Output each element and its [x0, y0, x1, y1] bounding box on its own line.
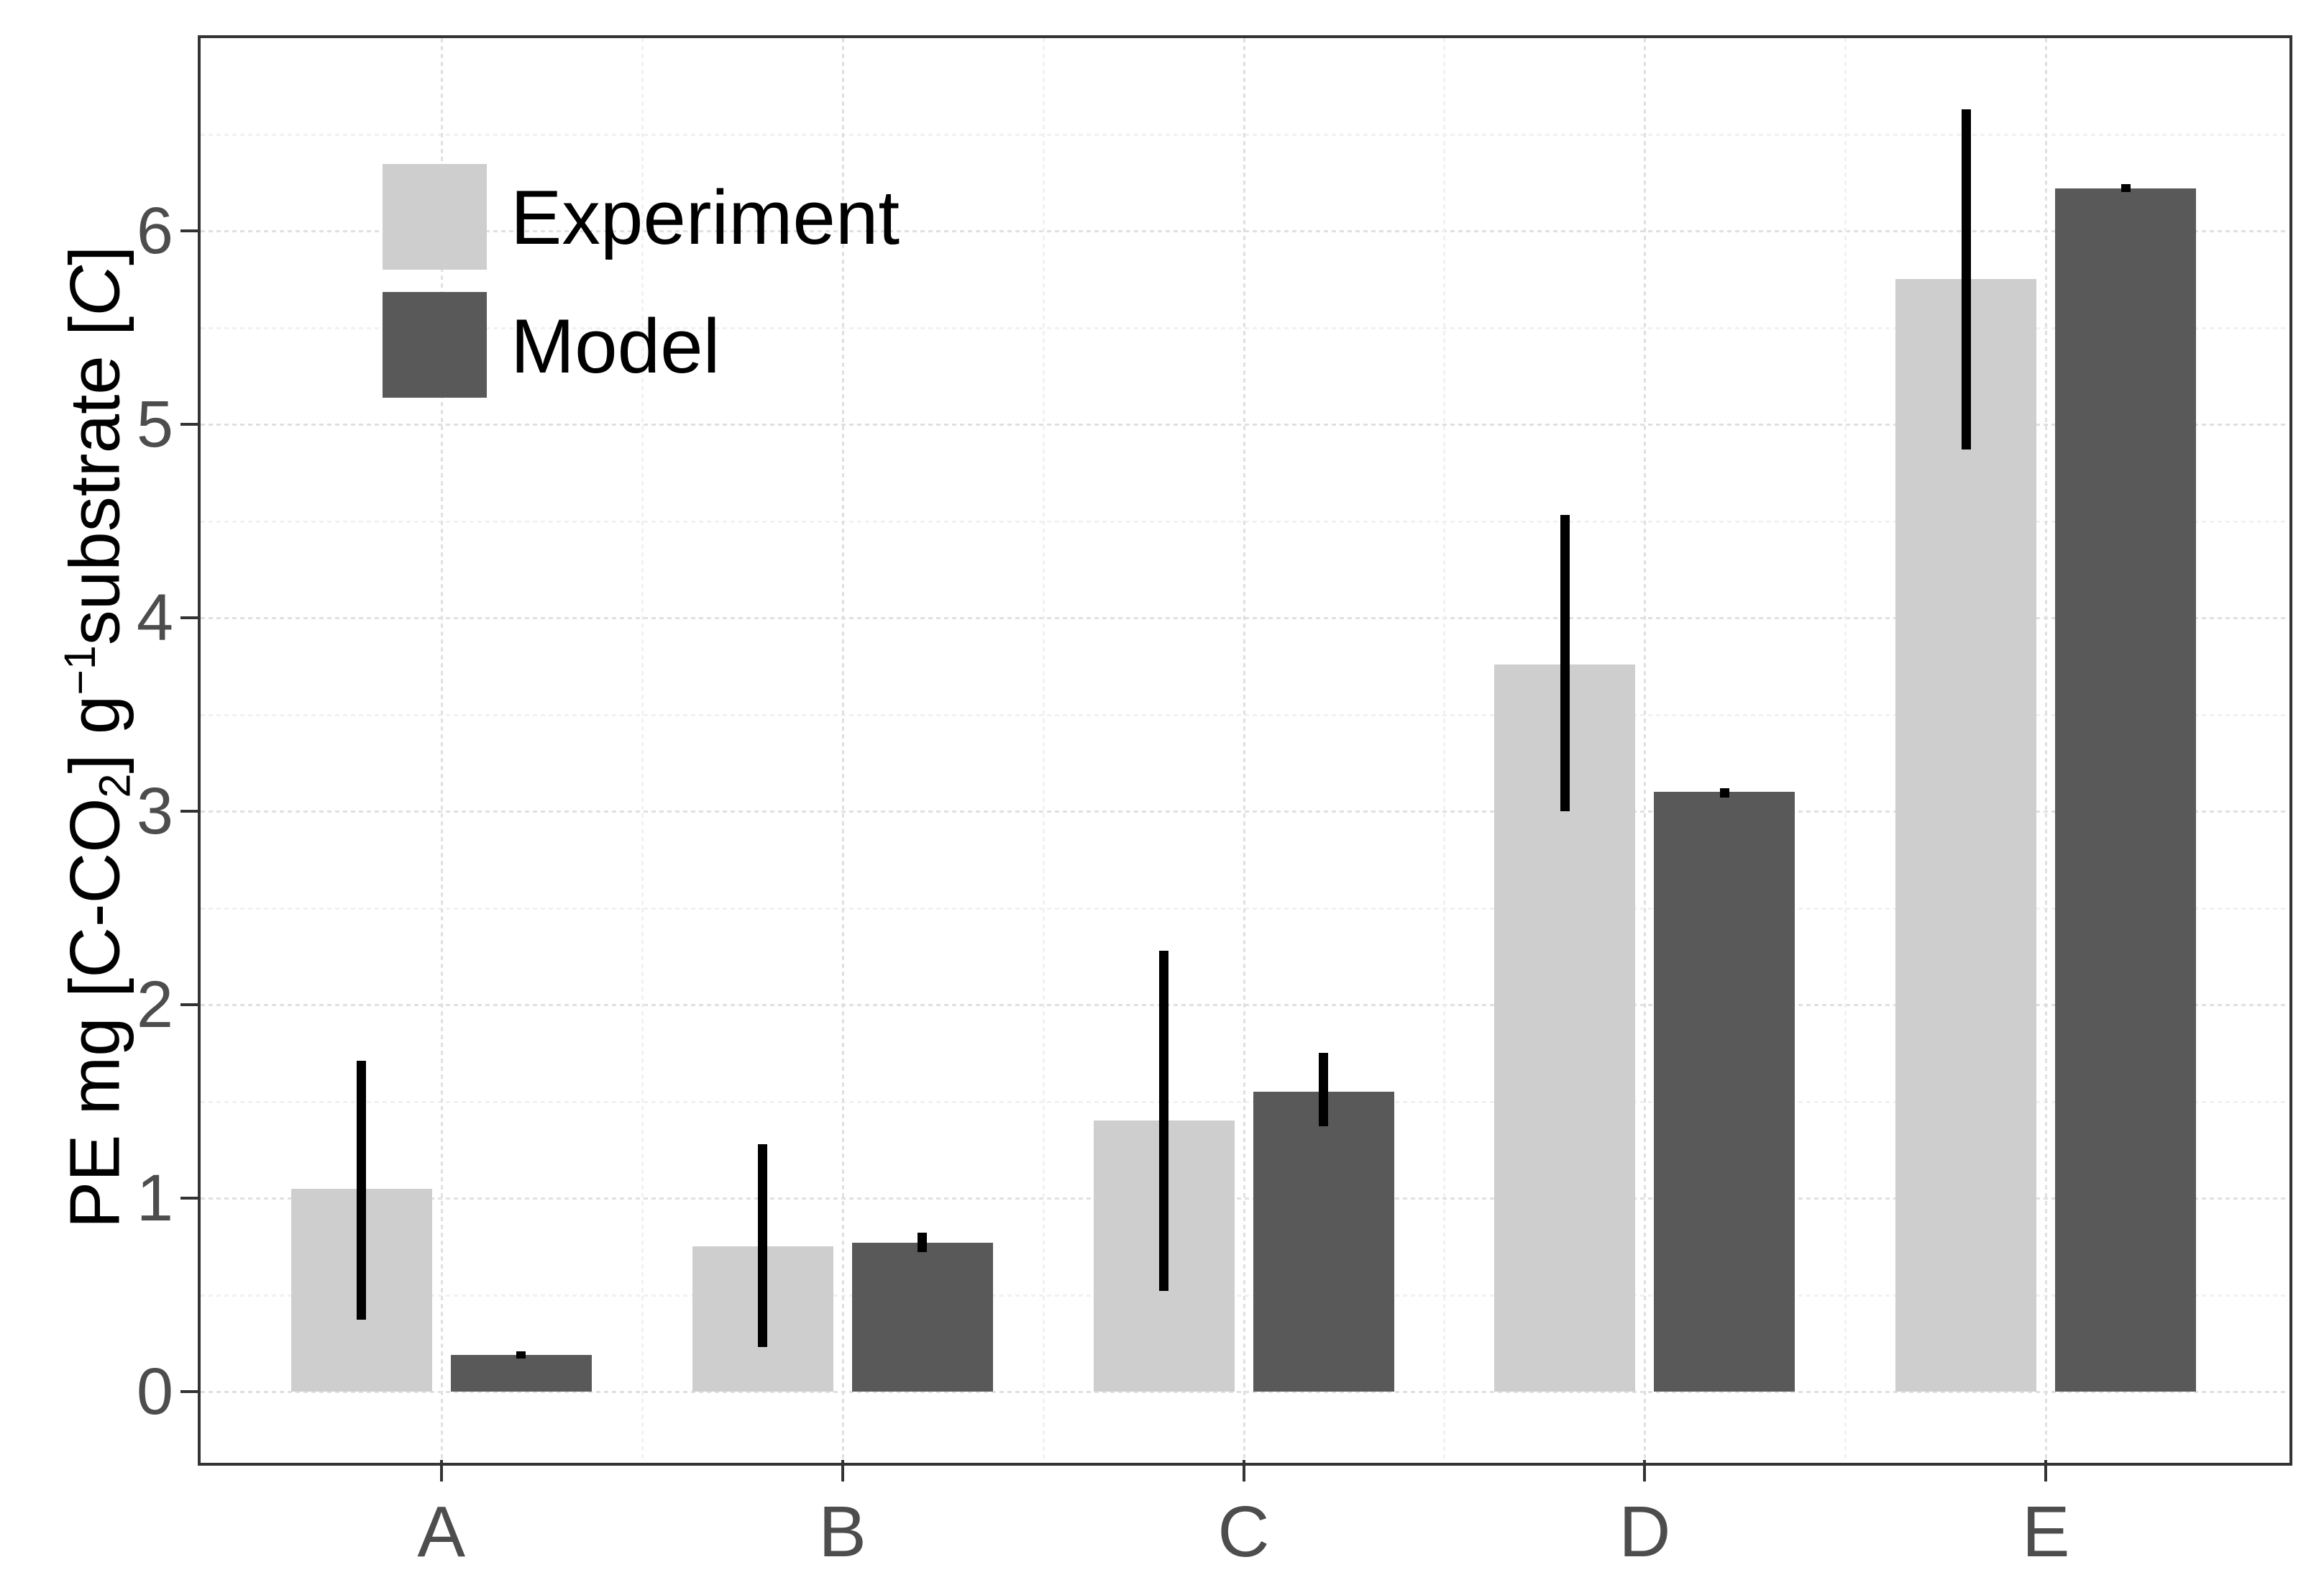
gridline-minor-x: [641, 38, 644, 1460]
y-tick-label: 1: [136, 1161, 173, 1235]
gridline-minor-x: [1443, 38, 1446, 1460]
y-axis-title-segment: ]: [55, 245, 134, 265]
error-bar-experiment-E: [1961, 109, 1971, 449]
gridline-minor-x: [1844, 38, 1847, 1460]
legend-key-model: [383, 292, 487, 398]
x-tick-label: A: [417, 1492, 466, 1572]
gridline-major-x: [440, 38, 443, 1460]
bar-model-C: [1253, 1092, 1394, 1392]
error-bar-experiment-C: [1159, 950, 1168, 1292]
y-tick-label: 6: [136, 194, 173, 268]
x-tick-label: C: [1217, 1492, 1270, 1572]
x-tick-label: D: [1619, 1492, 1671, 1572]
y-tick-mark: [180, 810, 201, 813]
gridline-major-x: [1644, 38, 1647, 1460]
y-tick-mark: [180, 423, 201, 426]
error-bar-model-E: [2121, 184, 2131, 193]
x-tick-mark: [1242, 1460, 1245, 1482]
y-tick-label: 4: [136, 581, 173, 654]
y-tick-label: 5: [136, 388, 173, 461]
legend-key-experiment: [383, 164, 487, 270]
y-tick-label: 2: [136, 968, 173, 1041]
bar-experiment-E: [1895, 279, 2037, 1392]
y-axis-title: PE mg [C-CO2] g−1substrate [C]: [33, 0, 139, 1546]
y-axis-title-segment: substrate [: [55, 316, 134, 646]
y-axis-title-segment: PE mg [C-CO: [55, 798, 134, 1229]
x-tick-mark: [1643, 1460, 1647, 1482]
gridline-minor-x: [1042, 38, 1045, 1460]
y-tick-mark: [180, 1003, 201, 1006]
y-tick-mark: [180, 1197, 201, 1200]
y-tick-label: 3: [136, 775, 173, 848]
y-tick-mark: [180, 616, 201, 619]
error-bar-model-B: [918, 1233, 928, 1253]
y-tick-mark: [180, 1390, 201, 1393]
y-axis-title-segment: C: [55, 265, 134, 316]
bar-model-A: [450, 1354, 592, 1392]
error-bar-model-D: [1719, 788, 1729, 798]
x-tick-mark: [841, 1460, 844, 1482]
gridline-major-x: [1243, 38, 1245, 1460]
error-bar-experiment-B: [758, 1143, 768, 1348]
y-axis-title-segment: −1: [55, 645, 104, 695]
x-tick-mark: [2044, 1460, 2048, 1482]
y-tick-label: 0: [136, 1355, 173, 1428]
error-bar-model-C: [1319, 1053, 1328, 1127]
legend-label-experiment: Experiment: [511, 174, 900, 260]
gridline-major-x: [2045, 38, 2048, 1460]
error-bar-experiment-D: [1560, 515, 1570, 811]
x-tick-label: B: [818, 1492, 866, 1572]
y-axis-title-segment: 2: [90, 773, 139, 798]
gridline-major-x: [841, 38, 844, 1460]
legend-label-model: Model: [511, 303, 720, 389]
y-axis-title-segment: ] g: [55, 695, 134, 774]
x-tick-mark: [439, 1460, 443, 1482]
bar-model-E: [2055, 188, 2197, 1392]
error-bar-experiment-A: [357, 1061, 367, 1320]
bar-model-D: [1654, 792, 1795, 1392]
error-bar-model-A: [516, 1351, 526, 1359]
y-tick-mark: [180, 229, 201, 232]
bar-model-B: [851, 1242, 993, 1392]
x-tick-label: E: [2021, 1492, 2070, 1572]
